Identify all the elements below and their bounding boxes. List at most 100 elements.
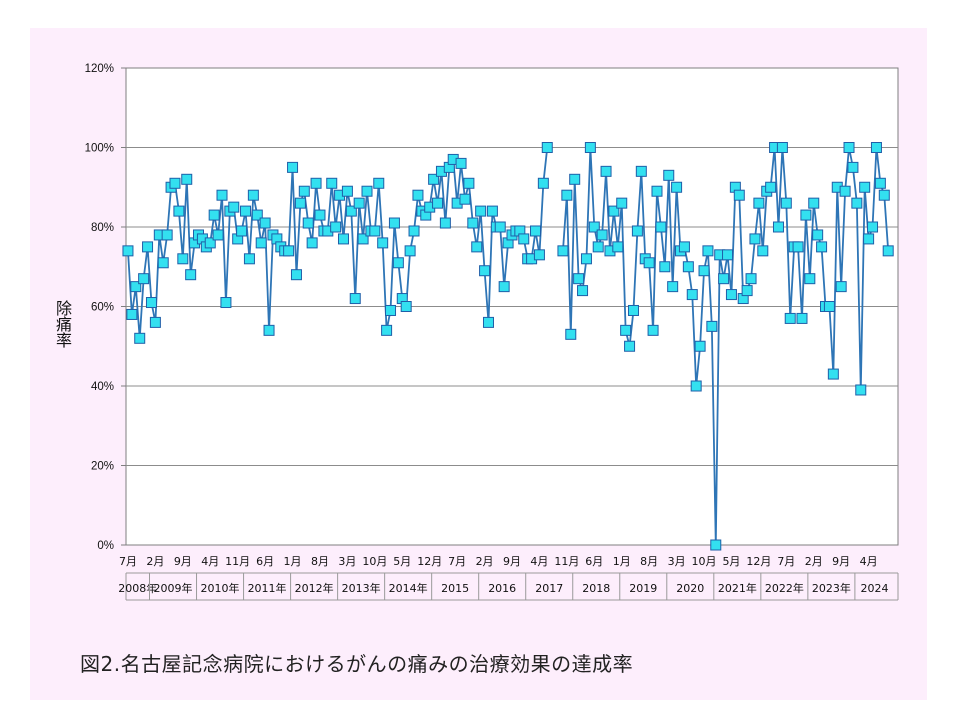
data-point <box>667 281 679 293</box>
data-point <box>859 181 871 193</box>
data-point <box>565 328 577 340</box>
data-point <box>722 249 734 261</box>
data-point <box>780 197 792 209</box>
data-point <box>588 221 600 233</box>
data-point <box>827 368 839 380</box>
data-point <box>349 293 361 305</box>
data-point <box>878 189 890 201</box>
x-month-label: 11月 <box>225 555 250 568</box>
data-point <box>600 165 612 177</box>
y-axis-label: 除痛率 <box>53 300 72 348</box>
y-tick-label: 120% <box>85 63 114 75</box>
data-point <box>294 197 306 209</box>
x-month-label: 10月 <box>362 555 387 568</box>
data-point <box>247 189 259 201</box>
data-point <box>573 273 585 285</box>
data-point <box>835 281 847 293</box>
data-point <box>867 221 879 233</box>
data-point <box>776 142 788 153</box>
data-point <box>243 253 255 265</box>
x-year-label: 2011年 <box>248 581 287 595</box>
data-point <box>212 229 224 241</box>
data-point <box>702 245 714 257</box>
data-point <box>439 217 451 229</box>
data-point <box>706 320 718 332</box>
data-point <box>463 177 475 189</box>
data-point <box>733 189 745 201</box>
data-point <box>149 316 161 328</box>
data-point <box>772 221 784 233</box>
x-year-label: 2024 <box>860 582 888 595</box>
data-point <box>577 285 589 297</box>
data-point <box>718 273 730 285</box>
data-point <box>400 301 412 312</box>
x-year-label: 2014年 <box>389 581 428 595</box>
data-point <box>361 185 373 197</box>
data-point <box>643 257 655 269</box>
data-point <box>678 241 690 253</box>
data-point <box>518 233 530 245</box>
x-month-label: 6月 <box>256 555 274 568</box>
data-point <box>310 177 322 189</box>
x-month-label: 7月 <box>448 555 466 568</box>
x-year-label: 2020 <box>676 582 704 595</box>
x-year-label: 2021年 <box>718 581 757 595</box>
data-point <box>620 324 632 336</box>
data-point <box>428 173 440 185</box>
x-month-label: 1月 <box>613 555 631 568</box>
data-point <box>337 233 349 245</box>
data-point <box>412 189 424 201</box>
data-point <box>283 245 295 257</box>
data-point <box>341 185 353 197</box>
data-point <box>204 237 216 249</box>
data-point <box>655 221 667 233</box>
data-point <box>745 273 757 285</box>
data-point <box>596 229 608 241</box>
data-point <box>388 217 400 229</box>
x-month-label: 7月 <box>777 555 795 568</box>
x-month-label: 12月 <box>417 555 442 568</box>
data-point <box>475 205 487 217</box>
x-month-label: 5月 <box>393 555 411 568</box>
data-point <box>161 229 173 241</box>
data-point <box>541 142 553 153</box>
data-point <box>381 324 393 336</box>
data-point <box>635 165 647 177</box>
x-year-label: 2012年 <box>295 581 334 595</box>
data-point <box>479 265 491 277</box>
x-year-label: 2023年 <box>812 581 851 595</box>
data-point <box>584 142 596 153</box>
data-point <box>694 340 706 352</box>
data-point <box>612 241 624 253</box>
x-year-label: 2015 <box>441 582 469 595</box>
x-year-label: 2018 <box>582 582 610 595</box>
data-point <box>855 384 867 396</box>
data-point <box>157 257 169 269</box>
data-point <box>804 273 816 285</box>
data-point <box>808 197 820 209</box>
y-tick-label: 80% <box>91 222 114 234</box>
x-year-label: 2008年 <box>118 581 157 595</box>
data-point <box>616 197 628 209</box>
data-point <box>134 332 146 344</box>
data-point <box>816 241 828 253</box>
data-point <box>741 285 753 297</box>
x-year-label: 2010年 <box>201 581 240 595</box>
data-point <box>753 197 765 209</box>
x-month-label: 4月 <box>860 555 878 568</box>
data-point <box>796 312 808 324</box>
data-point <box>608 205 620 217</box>
data-point <box>138 273 150 285</box>
data-point <box>800 209 812 221</box>
data-point <box>627 304 639 316</box>
x-year-label: 2019 <box>629 582 657 595</box>
data-point <box>698 265 710 277</box>
data-point <box>686 289 698 301</box>
data-point <box>130 281 142 293</box>
data-point <box>749 233 761 245</box>
x-year-label: 2022年 <box>765 581 804 595</box>
data-point <box>882 245 894 257</box>
series-markers <box>122 142 894 551</box>
data-point <box>459 193 471 205</box>
data-point <box>651 185 663 197</box>
